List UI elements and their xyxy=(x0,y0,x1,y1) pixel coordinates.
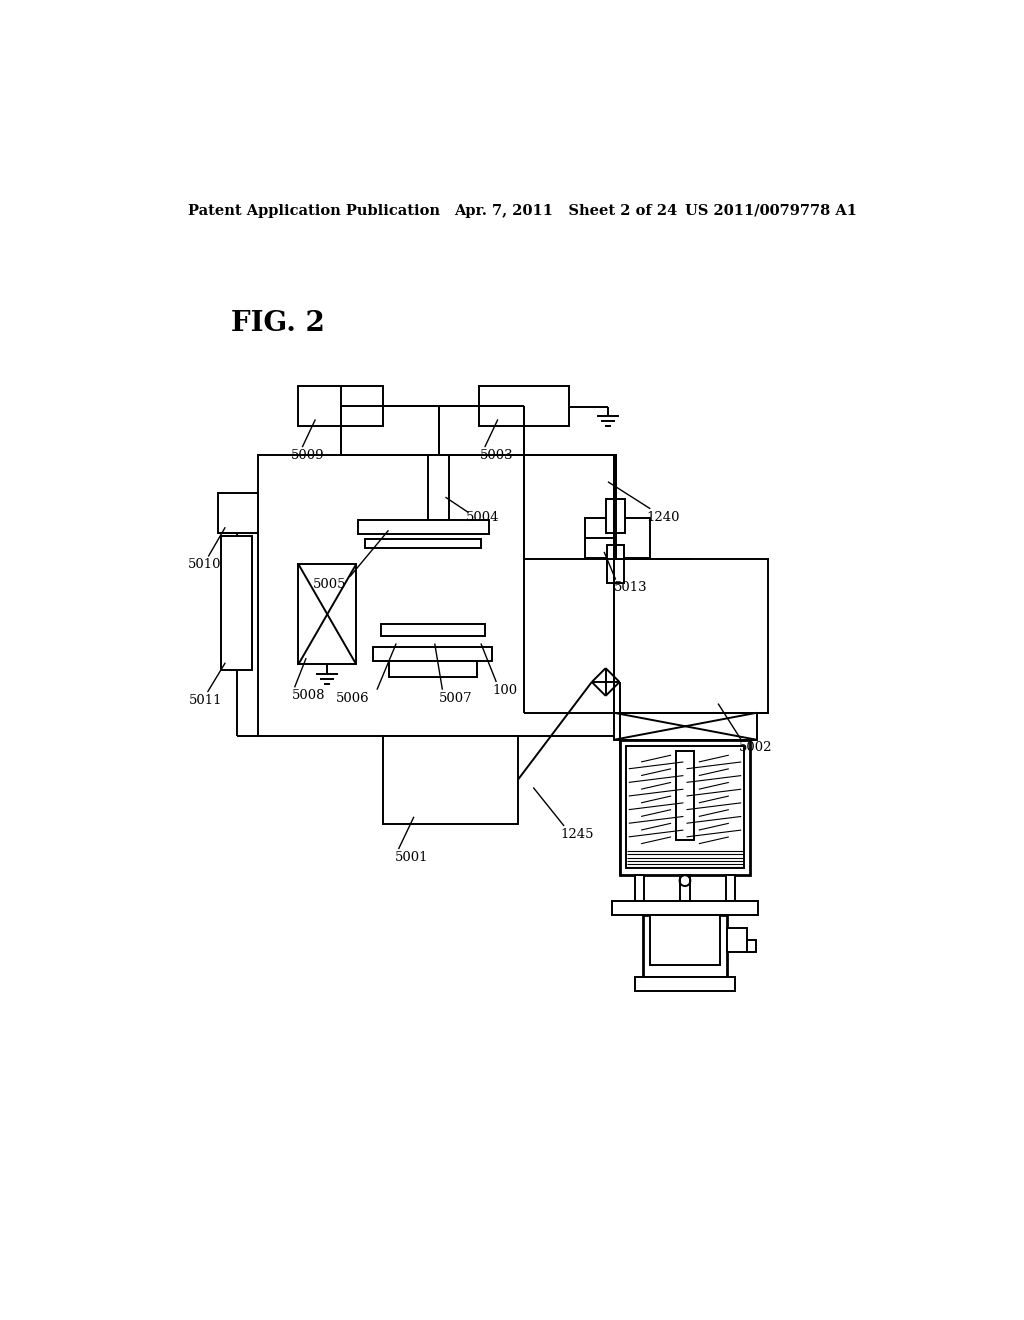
Text: 5001: 5001 xyxy=(394,851,428,865)
Text: 5003: 5003 xyxy=(480,449,514,462)
Bar xyxy=(635,875,644,902)
Bar xyxy=(607,545,625,583)
Bar xyxy=(726,875,735,902)
Bar xyxy=(357,520,488,535)
Text: 5002: 5002 xyxy=(739,742,772,754)
Text: Apr. 7, 2011   Sheet 2 of 24: Apr. 7, 2011 Sheet 2 of 24 xyxy=(454,203,677,218)
Bar xyxy=(611,902,758,915)
Text: 5007: 5007 xyxy=(438,692,472,705)
Text: 100: 100 xyxy=(493,684,517,697)
Bar xyxy=(298,385,383,425)
Text: 5008: 5008 xyxy=(292,689,326,702)
Bar xyxy=(680,875,689,902)
Bar xyxy=(428,455,450,520)
Bar xyxy=(620,739,751,875)
Bar xyxy=(614,713,757,739)
Bar xyxy=(478,385,569,425)
Bar xyxy=(643,915,727,977)
Text: Patent Application Publication: Patent Application Publication xyxy=(188,203,440,218)
Bar xyxy=(388,661,477,677)
Bar xyxy=(626,746,744,869)
Bar xyxy=(366,539,481,548)
Text: FIG. 2: FIG. 2 xyxy=(230,310,325,338)
Text: 1240: 1240 xyxy=(646,511,680,524)
Text: 5009: 5009 xyxy=(291,449,325,462)
Bar xyxy=(650,915,720,965)
Bar xyxy=(727,928,746,952)
Bar xyxy=(676,751,694,840)
Text: 5011: 5011 xyxy=(189,693,222,706)
Bar xyxy=(298,564,356,664)
Bar xyxy=(381,624,484,636)
Text: US 2011/0079778 A1: US 2011/0079778 A1 xyxy=(685,203,857,218)
Bar xyxy=(585,517,650,558)
Text: 5004: 5004 xyxy=(466,511,500,524)
Text: 5005: 5005 xyxy=(312,578,346,591)
Bar xyxy=(217,494,258,533)
Text: 5010: 5010 xyxy=(188,558,222,572)
Bar xyxy=(258,455,615,737)
Text: 1245: 1245 xyxy=(560,829,594,841)
Bar xyxy=(746,940,756,952)
Bar xyxy=(606,499,625,533)
Bar xyxy=(383,737,518,825)
Bar xyxy=(221,536,252,671)
Text: 5006: 5006 xyxy=(336,692,370,705)
Bar xyxy=(635,977,735,991)
Text: 5013: 5013 xyxy=(614,581,648,594)
Bar xyxy=(373,647,493,661)
Bar xyxy=(614,558,768,713)
